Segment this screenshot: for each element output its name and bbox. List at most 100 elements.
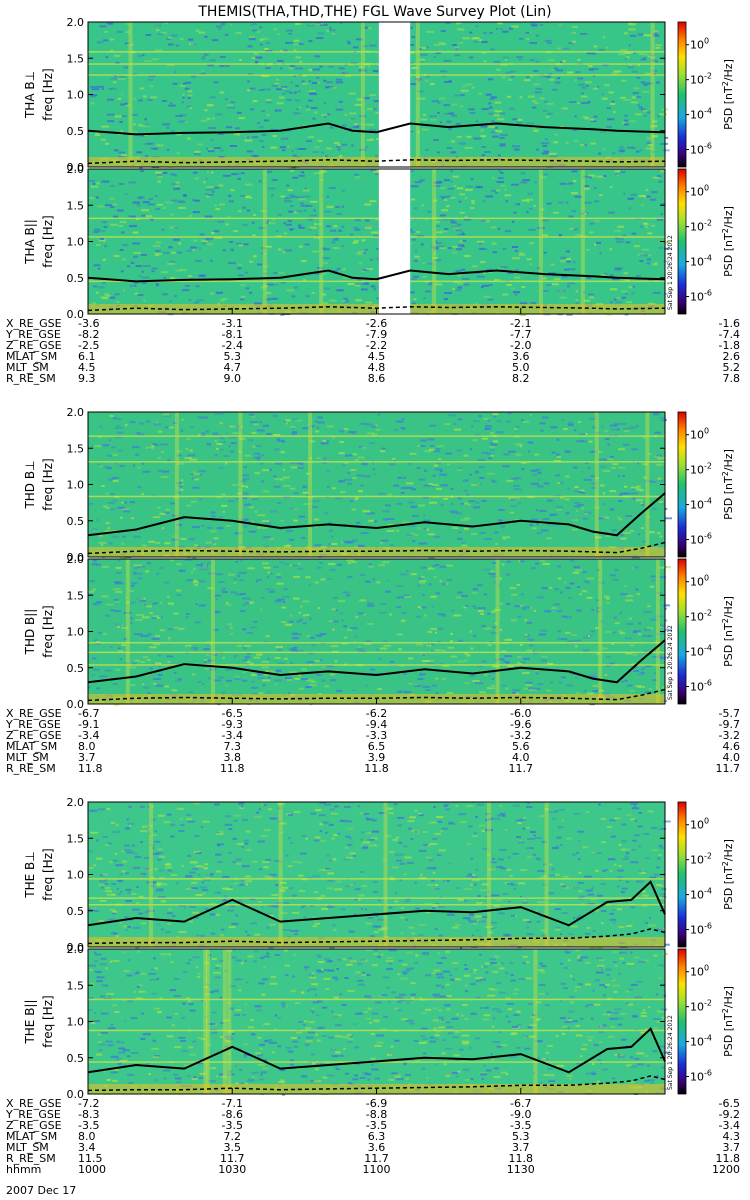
ephemeris-value: -6.5 xyxy=(719,1097,740,1110)
ephemeris-value: -5.7 xyxy=(719,707,740,720)
ephemeris-value: -9.0 xyxy=(510,1108,531,1121)
colorbar-tick-label: 10-4 xyxy=(690,254,712,269)
spectrogram-texture xyxy=(88,22,670,169)
fce-trace-line xyxy=(87,269,666,283)
ephemeris-value: 11.7 xyxy=(716,762,741,775)
colorbar-label: PSD [nT2/Hz] xyxy=(721,839,735,910)
colorbar-tick-exponent: -2 xyxy=(704,609,712,618)
ephemeris-value: 5.3 xyxy=(224,350,242,363)
ephemeris-value: 11.8 xyxy=(78,762,103,775)
ephemeris-value: 3.7 xyxy=(723,1141,741,1154)
ephemeris-value: -3.6 xyxy=(78,317,99,330)
ephemeris-value: 1130 xyxy=(507,1163,535,1176)
y-tick-label: 1.0 xyxy=(67,479,85,492)
colorbar-tick-label: 10-6 xyxy=(690,532,712,547)
ephemeris-value: 11.7 xyxy=(220,1152,245,1165)
colorbar-tick-label: 10-4 xyxy=(690,497,712,512)
y-tick-label: 1.5 xyxy=(67,442,85,455)
colorbar-tick-label: 10-6 xyxy=(690,289,712,304)
fce-trace-line xyxy=(87,492,666,537)
colorbar-label: PSD [nT2/Hz] xyxy=(721,986,735,1057)
colorbar: 100 10-2 10-4 10-6 PSD [nT2/Hz] xyxy=(677,411,735,558)
spectrogram-background xyxy=(88,169,665,314)
colorbar-tick-label: 100 xyxy=(690,574,709,589)
colorbar-tick-label: 100 xyxy=(690,964,709,979)
ephemeris-value: -6.7 xyxy=(78,707,99,720)
y-tick-label: 0.5 xyxy=(67,272,85,285)
ephemeris-row-name: MLAT_SM xyxy=(6,1130,57,1143)
y-tick-label: 1.5 xyxy=(67,832,85,845)
ephemeris-value: 11.8 xyxy=(220,762,245,775)
ephemeris-value: -6.9 xyxy=(366,1097,387,1110)
y-tick-label: 2.0 xyxy=(67,796,85,809)
colorbar-label: PSD [nT2/Hz] xyxy=(721,59,735,130)
colorbar-tick-exponent: -2 xyxy=(704,999,712,1008)
colorbar-tick-exponent: -2 xyxy=(704,462,712,471)
colorbar-tick-label: 10-4 xyxy=(690,644,712,659)
ephemeris-value: 3.6 xyxy=(512,350,530,363)
lower-trace-line xyxy=(87,541,666,555)
ephemeris-row-name: R_RE_SM xyxy=(6,1152,56,1165)
lower-trace-line xyxy=(87,688,666,702)
colorbar-tick-exponent: -6 xyxy=(704,922,712,931)
y-tick-label: 1.0 xyxy=(67,869,85,882)
y-tick-label: 1.0 xyxy=(67,89,85,102)
data-gap xyxy=(378,169,411,314)
spectrogram-panel: 0.0 0.5 1.0 1.5 2.0 THA B⊥ freq [Hz] 100 10-2 10-… xyxy=(23,16,735,174)
freq-axis-label: freq [Hz] xyxy=(41,215,55,267)
y-tick-label: 2.0 xyxy=(67,943,85,956)
timestamp-stamp: Sat Sep 1 20:26:24 2012 xyxy=(667,1015,674,1090)
colorbar-tick-exponent: 0 xyxy=(704,427,709,436)
colorbar-tick-exponent: -6 xyxy=(704,289,712,298)
panel-ylabel: THD B⊥ xyxy=(23,460,37,509)
probe-group-thd: 0.0 0.5 1.0 1.5 2.0 THD B⊥ freq [Hz] 100 10-2 10-… xyxy=(5,406,740,775)
ephemeris-value: 4.8 xyxy=(368,361,386,374)
colorbar-gradient xyxy=(677,948,687,1095)
ephemeris-value: -9.7 xyxy=(719,718,740,731)
ephemeris-value: 1100 xyxy=(363,1163,391,1176)
ephemeris-value: -6.2 xyxy=(366,707,387,720)
ephemeris-row-name: X_RE_GSE xyxy=(6,707,62,720)
ephemeris-row-name: X_RE_GSE xyxy=(6,317,62,330)
ephemeris-value: 7.8 xyxy=(723,372,741,385)
y-tick-label: 2.0 xyxy=(67,16,85,29)
colorbar-tick-exponent: -2 xyxy=(704,72,712,81)
ephemeris-value: 11.7 xyxy=(364,1152,389,1165)
fce-trace-line xyxy=(87,880,666,927)
colorbar-tick-exponent: -6 xyxy=(704,532,712,541)
colorbar-tick-label: 10-2 xyxy=(690,72,712,87)
ephemeris-value: 1030 xyxy=(218,1163,246,1176)
ephemeris-value: -3.5 xyxy=(366,1119,387,1132)
ephemeris-value: -2.1 xyxy=(510,317,531,330)
y-tick-label: 1.0 xyxy=(67,626,85,639)
colorbar-tick-label: 10-2 xyxy=(690,609,712,624)
y-tick-label: 1.5 xyxy=(67,52,85,65)
ephemeris-value: -6.0 xyxy=(510,707,531,720)
colorbar-tick-exponent: -4 xyxy=(704,887,712,896)
ephemeris-row-name: MLAT_SM xyxy=(6,350,57,363)
ephemeris-row-name: Z_RE_GSE xyxy=(6,729,62,742)
colorbar-tick-label: 10-2 xyxy=(690,462,712,477)
y-tick-label: 2.0 xyxy=(67,406,85,419)
y-tick-label: 1.0 xyxy=(67,236,85,249)
ephemeris-value: 8.0 xyxy=(78,1130,96,1143)
lower-trace-line xyxy=(87,928,666,945)
colorbar-tick-label: 10-4 xyxy=(690,107,712,122)
ephemeris-value: 4.5 xyxy=(78,361,96,374)
colorbar-tick-label: 10-6 xyxy=(690,922,712,937)
colorbar-tick-exponent: 0 xyxy=(704,964,709,973)
ephemeris-value: 3.8 xyxy=(224,751,242,764)
ephemeris-value: -1.8 xyxy=(719,339,740,352)
ephemeris-value: -3.5 xyxy=(222,1119,243,1132)
ephemeris-row-name: Y_RE_GSE xyxy=(5,328,61,341)
fce-trace-line xyxy=(87,639,666,684)
colorbar-tick-label: 10-6 xyxy=(690,1069,712,1084)
probe-group-the: 0.0 0.5 1.0 1.5 2.0 THE B⊥ freq [Hz] 100 10-2 10-… xyxy=(5,796,740,1176)
ephemeris-row-name: Z_RE_GSE xyxy=(6,339,62,352)
panel-ylabel: THE B⊥ xyxy=(23,851,37,898)
colorbar-tick-exponent: -6 xyxy=(704,679,712,688)
ephemeris-value: -7.2 xyxy=(78,1097,99,1110)
colorbar-gradient xyxy=(677,411,687,558)
low-frequency-band xyxy=(88,547,665,557)
